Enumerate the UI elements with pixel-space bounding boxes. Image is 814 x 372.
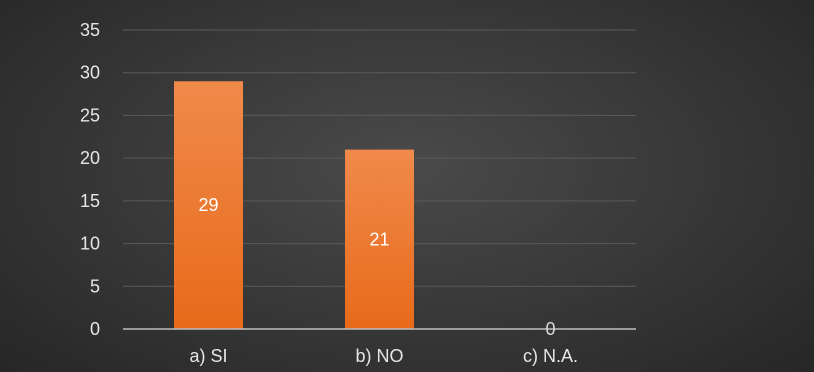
- y-tick-label: 20: [80, 148, 100, 168]
- y-tick-label: 30: [80, 63, 100, 83]
- y-tick-label: 35: [80, 20, 100, 40]
- data-label: 21: [369, 229, 389, 249]
- data-label: 0: [545, 319, 555, 339]
- y-tick-label: 25: [80, 105, 100, 125]
- y-axis-ticks: 0 5 10 15 20 25 30 35: [80, 20, 100, 339]
- data-labels: 29 21 0: [198, 195, 555, 339]
- y-tick-label: 10: [80, 234, 100, 254]
- x-category-label: b) NO: [355, 346, 403, 366]
- x-category-label: c) N.A.: [523, 346, 578, 366]
- bar-1: [174, 81, 243, 329]
- y-tick-label: 5: [90, 276, 100, 296]
- data-label: 29: [198, 195, 218, 215]
- x-category-label: a) SI: [189, 346, 227, 366]
- bar-2: [345, 149, 414, 329]
- x-axis-labels: a) SI b) NO c) N.A.: [189, 346, 578, 366]
- bars: [174, 81, 414, 329]
- y-tick-label: 15: [80, 191, 100, 211]
- y-tick-label: 0: [90, 319, 100, 339]
